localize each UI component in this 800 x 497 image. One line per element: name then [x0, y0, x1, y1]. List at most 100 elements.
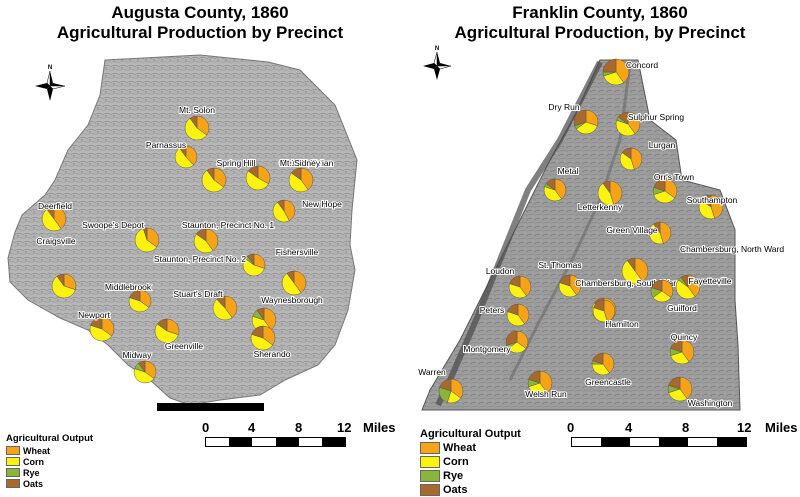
pie-slice-corn [242, 258, 265, 277]
pie-slice-oats [129, 289, 141, 302]
pie-loudon [508, 275, 532, 299]
pie-slice-oats [251, 325, 264, 339]
pie-slice-oats [138, 360, 146, 373]
pie-slice-corn [184, 117, 208, 141]
augusta-title: Augusta County, 1860 Agricultural Produc… [0, 3, 400, 43]
legend-label-wheat: Wheat [443, 442, 476, 454]
pie-slice-oats [573, 109, 587, 127]
legend-row-wheat: Wheat [420, 441, 521, 455]
pie-slice-oats [507, 303, 519, 316]
scale-segments [205, 437, 346, 447]
precinct-label-washington: Washington [688, 398, 733, 408]
pie-slice-oats [189, 115, 198, 129]
precinct-label-waynesborough: Waynesborough [261, 295, 323, 305]
legend-label-oats: Oats [23, 478, 44, 489]
pie-slice-oats [545, 178, 556, 191]
pie-slice-oats [653, 221, 661, 234]
legend-label-wheat: Wheat [23, 445, 50, 456]
legend-swatch-oats [6, 479, 20, 488]
augusta-title-line2: Agricultural Production by Precinct [56, 23, 344, 42]
pie-slice-oats [509, 275, 521, 288]
legend-label-corn: Corn [443, 456, 469, 468]
precinct-label-deerfield: Deerfield [38, 201, 72, 211]
pie-slice-wheat [659, 221, 672, 244]
pie-slice-wheat [450, 378, 464, 399]
precinct-label-warren: Warren [418, 367, 446, 377]
pie-slice-corn [174, 147, 194, 169]
scale-segments [571, 437, 747, 447]
pie-stuart-s-draft [212, 295, 238, 321]
pie-slice-wheat [53, 206, 67, 230]
augusta-scale-bar: 0 4 8 12 Miles [200, 420, 400, 460]
legend-row-oats: Oats [420, 483, 521, 497]
legend-swatch-corn [420, 456, 440, 468]
pie-concord [602, 58, 630, 86]
pie-mt-sidney [288, 167, 314, 193]
pie-slice-corn [648, 223, 664, 245]
augusta-legend: Agricultural Output Wheat Corn Rye Oats [6, 433, 93, 489]
pie-craigsville [51, 273, 77, 299]
pie-slice-oats [593, 299, 605, 312]
pie-slice-wheat [615, 58, 630, 83]
pie-slice-oats [700, 194, 712, 208]
precinct-label-quincy: Quincy [671, 332, 698, 342]
precinct-label-spring-hill: Spring Hill [217, 158, 256, 168]
pie-spring-hill [201, 167, 227, 193]
pie-metal [543, 178, 567, 202]
precinct-label-dry-run: Dry Run [548, 102, 579, 112]
pie-swoope-s-depot [134, 227, 160, 253]
precinct-label-peters: Peters [480, 305, 505, 315]
precinct-label-green-village: Green Village [606, 225, 658, 235]
pie-washington [667, 376, 693, 402]
pie-deerfield [41, 206, 67, 232]
legend-row-rye: Rye [6, 467, 93, 478]
franklin-title-line2: Agricultural Production, by Precinct [454, 23, 746, 42]
precinct-label-sherando: Sherando [254, 349, 291, 359]
pie-slice-oats [680, 274, 689, 288]
pie-slice-oats [142, 227, 148, 241]
pie-slice-wheat [661, 279, 674, 298]
pie-hamilton [592, 299, 616, 323]
precinct-label-southampton: Southampton [687, 195, 738, 205]
pie-guilford [650, 279, 674, 303]
pie-letterkenny [597, 180, 623, 206]
precinct-label-parnassus: Parnassus [146, 140, 186, 150]
pie-slice-oats [668, 376, 681, 390]
pie-slice-wheat [101, 316, 115, 337]
franklin-title-line1: Franklin County, 1860 [512, 3, 688, 22]
pie-lurgan [619, 147, 643, 171]
scale-tick-12: 12 [737, 420, 752, 435]
pie-slice-oats [247, 253, 255, 266]
pie-slice-corn [558, 282, 577, 298]
pie-slice-wheat [554, 178, 567, 200]
pie-slice-corn [154, 323, 179, 344]
precinct-label-sulphur-spring: Sulphur Spring [628, 112, 685, 122]
franklin-title: Franklin County, 1860 Agricultural Produ… [400, 3, 800, 43]
precinct-label-welsh-run: Welsh Run [525, 389, 567, 399]
precinct-label-staunton-precinct-no-2: Staunton, Precinct No. 2 [154, 254, 246, 264]
pie-slice-oats [90, 316, 103, 330]
precinct-label-mt-meridian: Mt. Meridian [287, 158, 334, 168]
precinct-label-fishersville: Fishersville [276, 247, 319, 257]
pie-slice-wheat [634, 257, 649, 282]
precinct-label-montgomery: Montgomery [463, 344, 511, 354]
pie-slice-corn [591, 363, 610, 376]
pie-slice-wheat [664, 178, 678, 199]
pie-slice-oats [602, 58, 617, 73]
scale-tick-4: 4 [248, 420, 256, 435]
precinct-label-concord: Concord [626, 60, 658, 70]
pie-slice-wheat [679, 376, 693, 400]
pie-slice-oats [156, 318, 168, 332]
pie-warren [438, 378, 464, 404]
pie-mt-solon [184, 115, 210, 141]
pie-slice-corn [128, 297, 150, 313]
pie-slice-wheat [627, 111, 641, 135]
north-label: N [435, 46, 439, 52]
pie-sulphur-spring [615, 111, 641, 137]
franklin-map: N Concord Dry Run Sulphur Spring Lurgan Meta… [417, 46, 785, 411]
pie-midway [133, 360, 157, 384]
pie-slice-corn [675, 279, 696, 300]
franklin-county-shape [421, 59, 741, 411]
precinct-label-middlebrook: Middlebrook [105, 282, 152, 292]
legend-row-corn: Corn [420, 455, 521, 469]
